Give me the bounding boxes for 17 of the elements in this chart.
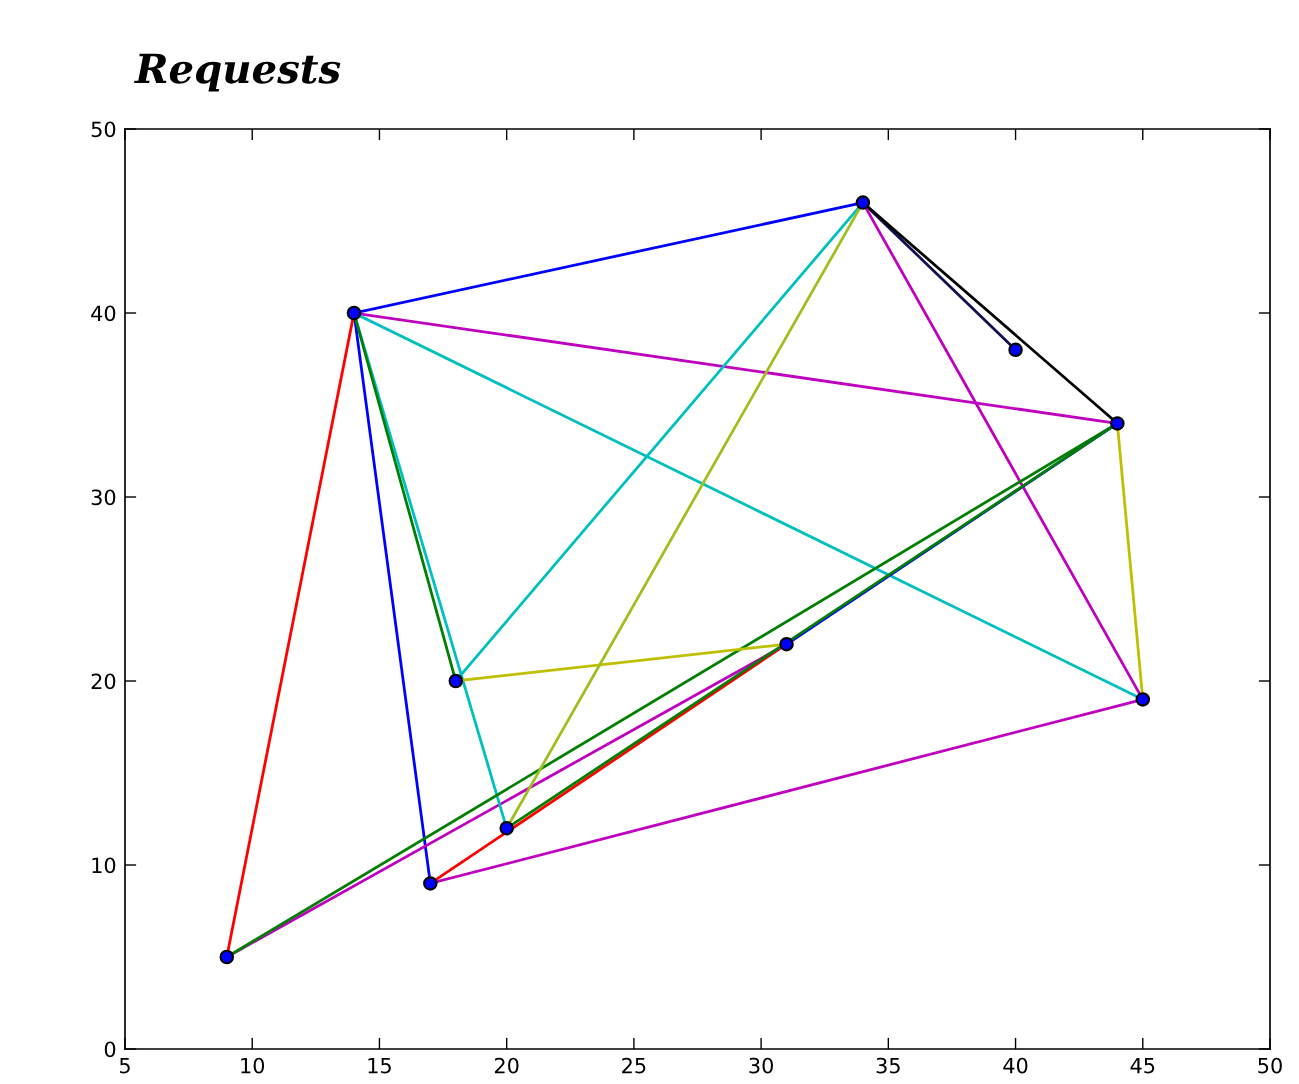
x-tick-label: 25 — [622, 1057, 646, 1074]
chart-title: Requests — [134, 53, 341, 92]
x-tick-label: 40 — [1003, 1057, 1028, 1074]
y-tick-label: 40 — [91, 305, 116, 322]
y-tick-label: 30 — [91, 489, 116, 506]
x-tick-label: 35 — [876, 1057, 900, 1074]
y-tick-label: 50 — [91, 121, 116, 138]
x-tick-label: 20 — [494, 1057, 519, 1074]
y-tick-label: 10 — [92, 857, 116, 874]
y-tick-label: 0 — [104, 1041, 116, 1058]
x-tick-label: 50 — [1258, 1057, 1282, 1074]
x-tick-label: 10 — [241, 1057, 265, 1074]
x-tick-label: 15 — [368, 1057, 391, 1074]
x-tick-label: 5 — [119, 1057, 130, 1074]
x-tick-label: 30 — [749, 1057, 773, 1074]
x-tick-label: 45 — [1130, 1057, 1155, 1074]
y-tick-label: 20 — [91, 673, 116, 690]
